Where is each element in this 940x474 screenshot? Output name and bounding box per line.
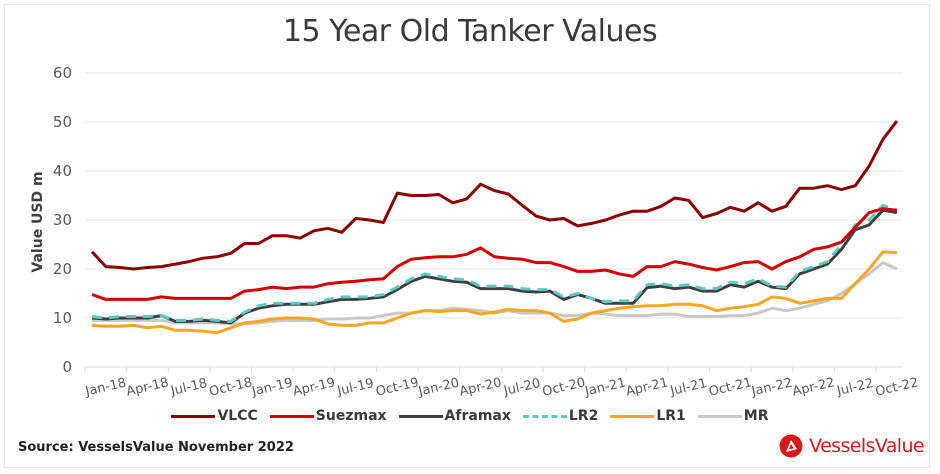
legend-swatch-mr xyxy=(697,414,742,418)
legend-swatch-lr1 xyxy=(610,414,655,418)
logo-text: VesselsValue xyxy=(809,435,924,457)
legend-item-mr: MR xyxy=(697,408,769,424)
series-lines xyxy=(90,120,899,335)
legend-swatch-vlcc xyxy=(171,414,216,418)
x-tick-label: Oct-20 xyxy=(541,375,587,399)
legend-item-suezmax: Suezmax xyxy=(269,408,387,424)
series-line-vlcc xyxy=(90,120,899,271)
legend-item-lr2: LR2 xyxy=(522,408,599,424)
legend-item-aframax: Aframax xyxy=(398,408,511,424)
x-tick-label: Oct-19 xyxy=(374,375,420,399)
vesselsvalue-logo: VesselsValue xyxy=(779,434,925,458)
x-tick-label: Jan-22 xyxy=(749,376,794,400)
x-tick-label: Oct-22 xyxy=(874,375,920,399)
legend-label: LR1 xyxy=(656,408,686,424)
x-tick-label: Jul-22 xyxy=(835,376,875,399)
x-tick-label: Jul-21 xyxy=(668,376,708,399)
series-line-lr2 xyxy=(91,203,898,323)
x-tick-label: Jan-20 xyxy=(416,376,461,400)
legend-swatch-aframax xyxy=(398,414,443,418)
x-tick-label: Apr-19 xyxy=(291,375,336,399)
y-tick-label: 0 xyxy=(62,358,72,376)
y-tick-label: 50 xyxy=(53,113,72,131)
series-line-suezmax xyxy=(91,207,898,301)
series-line-aframax xyxy=(91,208,898,325)
series-line-lr1 xyxy=(91,250,898,335)
x-tick-label: Jan-19 xyxy=(250,376,295,400)
x-tick-label: Apr-18 xyxy=(125,375,170,399)
source-note: Source: VesselsValue November 2022 xyxy=(18,440,294,455)
x-tick-label: Jan-18 xyxy=(83,376,128,400)
x-tick-label: Jan-21 xyxy=(583,376,628,400)
x-tick-label: Apr-20 xyxy=(458,375,503,399)
x-tick-label: Oct-18 xyxy=(208,375,254,399)
legend-swatch-suezmax xyxy=(269,414,314,418)
y-tick-label: 60 xyxy=(53,64,72,82)
legend-swatch-lr2 xyxy=(522,414,567,418)
gridlines xyxy=(85,72,903,368)
legend-label: LR2 xyxy=(568,408,599,424)
legend-label: MR xyxy=(743,408,769,424)
legend-label: Aframax xyxy=(444,408,511,424)
y-tick-label: 30 xyxy=(53,211,72,229)
x-tick-label: Jul-20 xyxy=(502,376,542,399)
legend: VLCC Suezmax Aframax LR2 LR1 MR xyxy=(0,408,940,424)
y-tick-label: 10 xyxy=(53,309,72,327)
x-tick-label: Oct-21 xyxy=(707,375,753,399)
x-tick-label: Apr-22 xyxy=(791,375,836,399)
x-tick-label: Jul-19 xyxy=(335,376,375,399)
series-line-mr xyxy=(92,261,898,326)
y-axis-label: Value USD m xyxy=(30,171,46,272)
y-tick-label: 40 xyxy=(53,162,72,180)
x-tick-label: Apr-21 xyxy=(625,375,670,399)
legend-label: Suezmax xyxy=(315,408,387,424)
legend-item-lr1: LR1 xyxy=(610,408,686,424)
y-axis-ticks: 0 10 20 30 40 50 60 xyxy=(53,64,72,376)
legend-label: VLCC xyxy=(217,408,258,424)
y-tick-label: 20 xyxy=(53,260,72,278)
logo-icon xyxy=(779,434,803,458)
chart-title: 15 Year Old Tanker Values xyxy=(282,14,658,49)
legend-item-vlcc: VLCC xyxy=(171,408,258,424)
chart-frame xyxy=(4,4,930,468)
x-tick-label: Jul-18 xyxy=(169,376,209,399)
